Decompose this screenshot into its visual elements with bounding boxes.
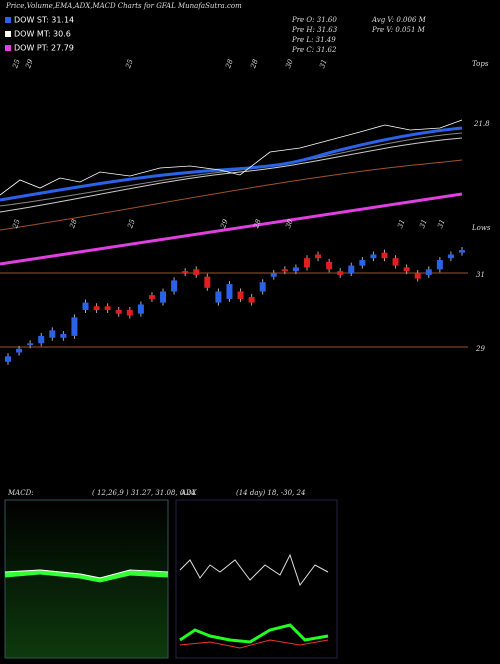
candle <box>215 291 222 303</box>
date-label: 31 <box>418 218 429 229</box>
candle <box>459 250 465 253</box>
candle <box>193 269 200 275</box>
candle <box>82 302 89 310</box>
ema-line <box>0 126 463 202</box>
candle <box>204 276 211 288</box>
y-tick-label: 29 <box>475 345 485 353</box>
candle <box>60 334 67 338</box>
candle <box>49 330 56 338</box>
candle <box>303 258 310 268</box>
macd-line <box>4 569 169 579</box>
adx-line <box>179 553 329 587</box>
ema-line <box>0 159 463 231</box>
candle <box>337 271 344 275</box>
candle <box>160 291 167 303</box>
date-label: 29 <box>24 58 35 71</box>
candle <box>315 254 322 259</box>
date-label: 25 <box>126 218 137 231</box>
date-label: 30 <box>284 58 295 70</box>
info: Avg V: 0.006 M <box>371 16 427 24</box>
candle <box>248 297 255 303</box>
legend-entry: DOW ST: 31.14 <box>14 16 74 25</box>
candle <box>16 348 23 353</box>
date-label: 31 <box>436 218 447 229</box>
candle <box>137 304 144 314</box>
date-label: 30 <box>284 218 295 230</box>
lows-label: Lows <box>471 224 491 232</box>
info: Pre C: 31.62 <box>291 46 337 54</box>
candle <box>104 306 111 310</box>
candle <box>425 269 432 275</box>
candle <box>270 273 277 277</box>
adx-line <box>179 623 329 644</box>
date-label: 28 <box>224 58 235 71</box>
legend-entry: DOW MT: 30.6 <box>14 30 71 39</box>
candle <box>392 258 399 266</box>
candle <box>5 356 11 362</box>
candle <box>226 284 233 299</box>
candle <box>359 260 366 266</box>
date-label: 25 <box>11 58 22 71</box>
price-line <box>0 119 463 196</box>
macd-panel <box>4 499 169 659</box>
macd-label: MACD: <box>7 489 34 497</box>
candle <box>403 267 410 272</box>
candle <box>281 269 288 272</box>
info: Pre V: 0.051 M <box>371 26 426 34</box>
candle <box>38 335 45 344</box>
candle <box>381 252 388 259</box>
ema-line <box>0 192 463 266</box>
candle <box>71 317 78 336</box>
candle <box>436 260 443 270</box>
date-label: 28 <box>252 218 263 231</box>
candle <box>182 271 189 273</box>
ema-line <box>0 137 463 213</box>
candle <box>171 280 178 292</box>
candle <box>370 254 377 259</box>
legend-swatch <box>5 31 11 37</box>
candle <box>292 267 299 272</box>
date-label: 31 <box>318 58 329 69</box>
info: Pre O: 31.60 <box>291 16 337 24</box>
adx-line <box>179 639 329 649</box>
candle <box>414 273 421 279</box>
candle <box>93 306 100 310</box>
candle <box>326 261 333 270</box>
candle <box>259 282 266 292</box>
candle <box>348 265 355 273</box>
date-label: 31 <box>396 218 407 229</box>
candle <box>115 310 122 314</box>
macd-params: ( 12,26,9 ) 31.27, 31.08, 0.24 <box>92 489 195 497</box>
ema-label: 21.8 <box>473 120 490 128</box>
candle <box>27 343 34 346</box>
info: Pre H: 31.63 <box>291 26 338 34</box>
chart-title: Price,Volume,EMA,ADX,MACD Charts for GFA… <box>5 2 242 10</box>
candle <box>126 310 133 316</box>
legend-swatch <box>5 45 11 51</box>
y-tick-label: 31 <box>476 271 485 279</box>
candle <box>447 254 454 259</box>
legend-entry: DOW PT: 27.79 <box>14 44 74 53</box>
date-label: 28 <box>68 218 79 231</box>
legend-swatch <box>5 17 11 23</box>
date-label: 25 <box>11 218 22 231</box>
candle <box>148 295 155 299</box>
adx-label: ADX <box>180 489 198 497</box>
info: Pre L: 31.49 <box>291 36 336 44</box>
date-label: 28 <box>249 58 260 71</box>
adx-panel <box>175 499 338 659</box>
date-label: 25 <box>124 58 135 71</box>
tops-label: Tops <box>472 60 489 68</box>
candle <box>237 291 244 299</box>
date-label: 29 <box>219 218 230 231</box>
adx-params: (14 day) 18, -30, 24 <box>236 489 305 497</box>
macd-histogram <box>4 569 169 583</box>
